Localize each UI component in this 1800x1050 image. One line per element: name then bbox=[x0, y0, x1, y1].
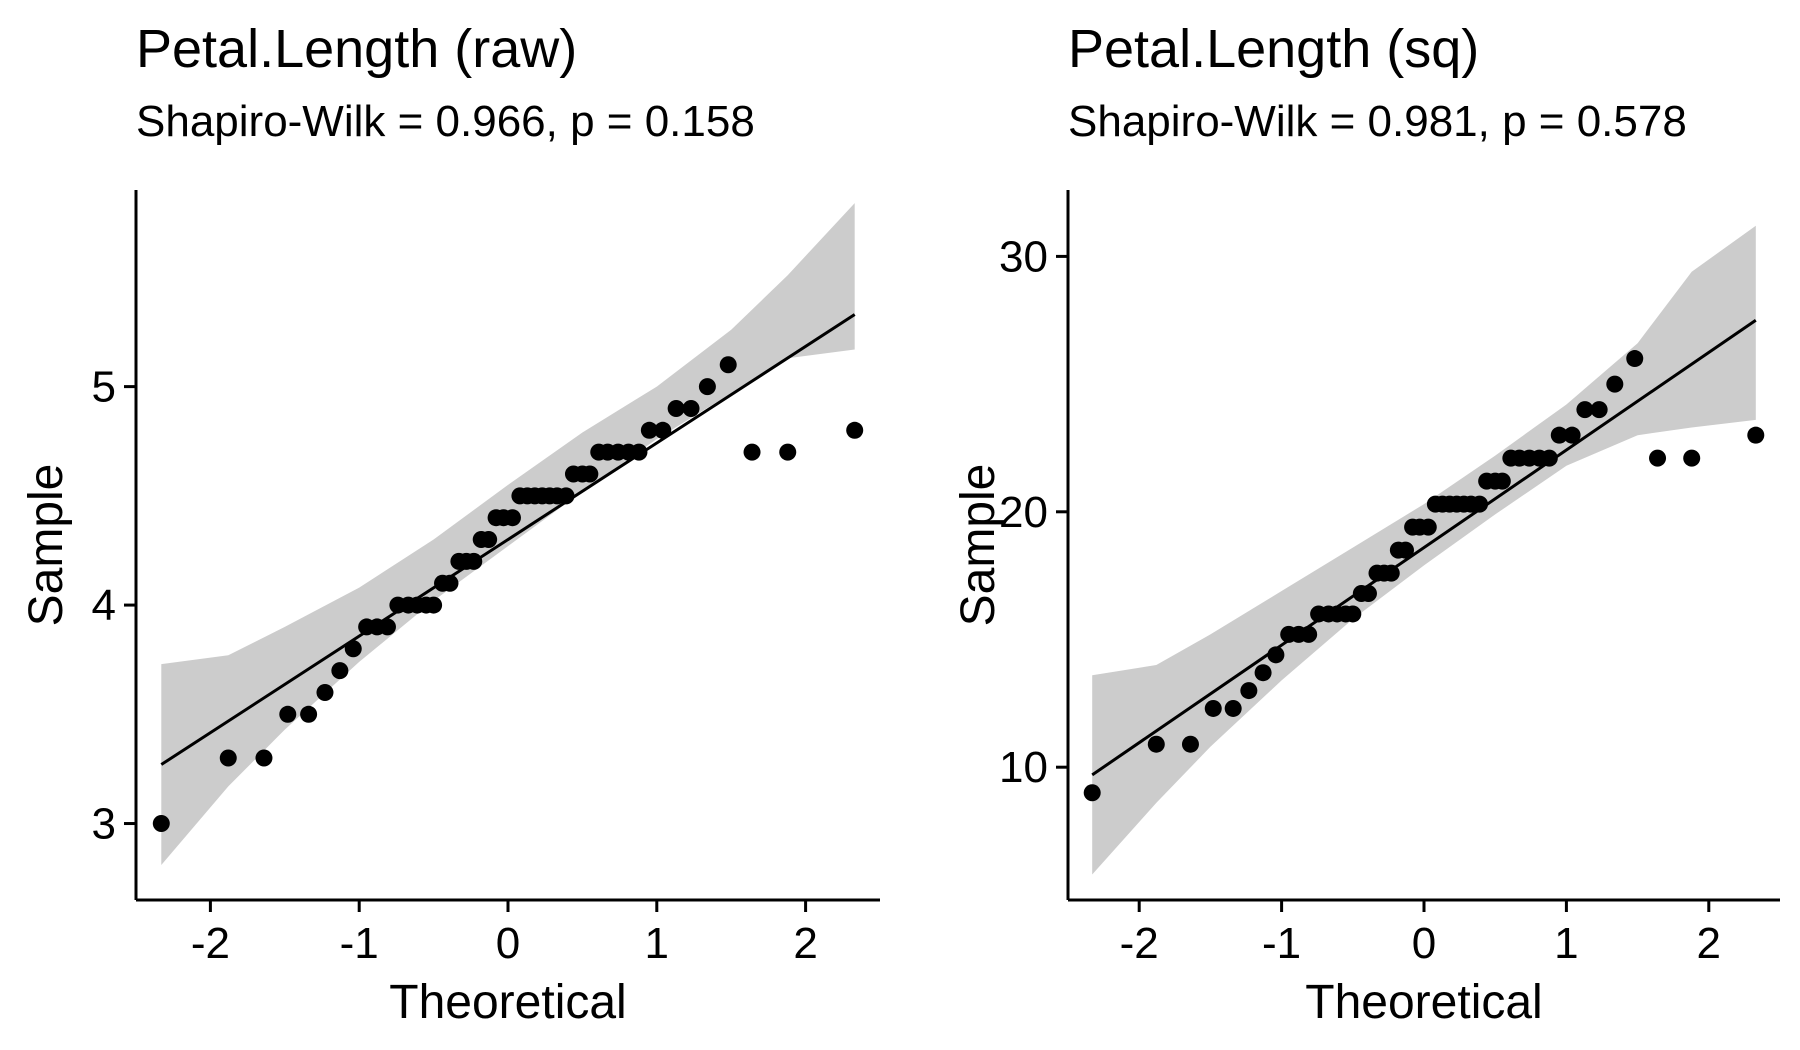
panel-title: Petal.Length (sq) bbox=[1068, 19, 1480, 79]
data-point bbox=[743, 443, 761, 461]
y-axis-title: Sample bbox=[20, 464, 73, 627]
data-point bbox=[698, 378, 716, 396]
data-point bbox=[1550, 426, 1568, 444]
reference-line bbox=[1091, 319, 1757, 777]
data-point bbox=[1240, 682, 1258, 700]
y-tick-label: 30 bbox=[999, 232, 1048, 281]
data-point bbox=[1267, 646, 1285, 664]
data-point bbox=[279, 705, 297, 723]
data-point bbox=[1254, 664, 1272, 682]
x-tick-label: -2 bbox=[191, 919, 230, 968]
data-point bbox=[1471, 495, 1489, 513]
data-point bbox=[779, 443, 797, 461]
data-point bbox=[425, 596, 443, 614]
data-point bbox=[503, 509, 521, 527]
data-point bbox=[654, 421, 672, 439]
y-tick-label: 4 bbox=[92, 581, 116, 630]
data-point bbox=[152, 815, 170, 833]
data-point bbox=[255, 749, 273, 767]
panel-subtitle: Shapiro-Wilk = 0.966, p = 0.158 bbox=[136, 97, 755, 146]
data-point bbox=[1419, 518, 1437, 536]
x-tick-label: 2 bbox=[793, 919, 817, 968]
panel-subtitle: Shapiro-Wilk = 0.981, p = 0.578 bbox=[1068, 97, 1687, 146]
data-point bbox=[1300, 625, 1318, 643]
data-point bbox=[331, 662, 349, 680]
data-point bbox=[316, 683, 334, 701]
data-point bbox=[344, 640, 362, 658]
confidence-band bbox=[161, 203, 855, 866]
data-point bbox=[846, 421, 864, 439]
data-point bbox=[1626, 350, 1644, 368]
x-tick-label: 0 bbox=[496, 919, 520, 968]
x-tick-label: 1 bbox=[645, 919, 669, 968]
y-axis-title: Sample bbox=[952, 464, 1005, 627]
x-axis-title: Theoretical bbox=[389, 976, 626, 1029]
qq-panel-sq: Petal.Length (sq) Shapiro-Wilk = 0.981, … bbox=[900, 0, 1800, 1050]
x-tick-label: -1 bbox=[1262, 919, 1301, 968]
y-tick-label: 5 bbox=[92, 363, 116, 412]
data-point bbox=[667, 399, 685, 417]
qq-plot-raw: -2 -1 0 1 2 3 4 5 Theoretical Sample bbox=[20, 190, 880, 1029]
data-point bbox=[1649, 449, 1667, 467]
data-point bbox=[1181, 735, 1199, 753]
data-point bbox=[1683, 449, 1701, 467]
confidence-band bbox=[1092, 225, 1756, 875]
data-point bbox=[480, 531, 498, 549]
data-point bbox=[1493, 472, 1511, 490]
data-point bbox=[441, 574, 459, 592]
data-point bbox=[682, 399, 700, 417]
data-point bbox=[581, 465, 599, 483]
x-tick-label: -1 bbox=[340, 919, 379, 968]
qq-panel-raw: Petal.Length (raw) Shapiro-Wilk = 0.966,… bbox=[20, 19, 880, 1029]
reference-line bbox=[160, 313, 856, 766]
x-tick-label: 0 bbox=[1412, 919, 1436, 968]
data-point bbox=[630, 443, 648, 461]
data-point bbox=[1590, 401, 1608, 419]
data-point bbox=[1540, 449, 1558, 467]
data-point bbox=[1344, 605, 1362, 623]
y-tick-label: 3 bbox=[92, 800, 116, 849]
data-point bbox=[1224, 699, 1242, 717]
y-tick-label: 20 bbox=[999, 488, 1048, 537]
data-point bbox=[1606, 375, 1624, 393]
data-point bbox=[557, 487, 575, 505]
data-point bbox=[1563, 426, 1581, 444]
data-point bbox=[219, 749, 237, 767]
data-point bbox=[1396, 541, 1414, 559]
y-tick-label: 10 bbox=[999, 743, 1048, 792]
x-tick-label: 1 bbox=[1554, 919, 1578, 968]
panel-title: Petal.Length (raw) bbox=[136, 19, 578, 79]
data-point bbox=[719, 356, 737, 374]
data-point bbox=[1359, 585, 1377, 603]
x-axis-title: Theoretical bbox=[1305, 976, 1542, 1029]
qq-plot-sq: -2 -1 0 1 2 10 20 30 Theoretical Sample bbox=[952, 190, 1780, 1029]
data-point bbox=[1382, 564, 1400, 582]
data-point bbox=[1083, 784, 1101, 802]
x-tick-label: -2 bbox=[1120, 919, 1159, 968]
data-point bbox=[640, 421, 658, 439]
data-point bbox=[1576, 401, 1594, 419]
data-point bbox=[1204, 699, 1222, 717]
data-point bbox=[465, 552, 483, 570]
data-point bbox=[378, 618, 396, 636]
data-point bbox=[1147, 735, 1165, 753]
data-point bbox=[1747, 426, 1765, 444]
data-point bbox=[300, 705, 318, 723]
x-tick-label: 2 bbox=[1697, 919, 1721, 968]
